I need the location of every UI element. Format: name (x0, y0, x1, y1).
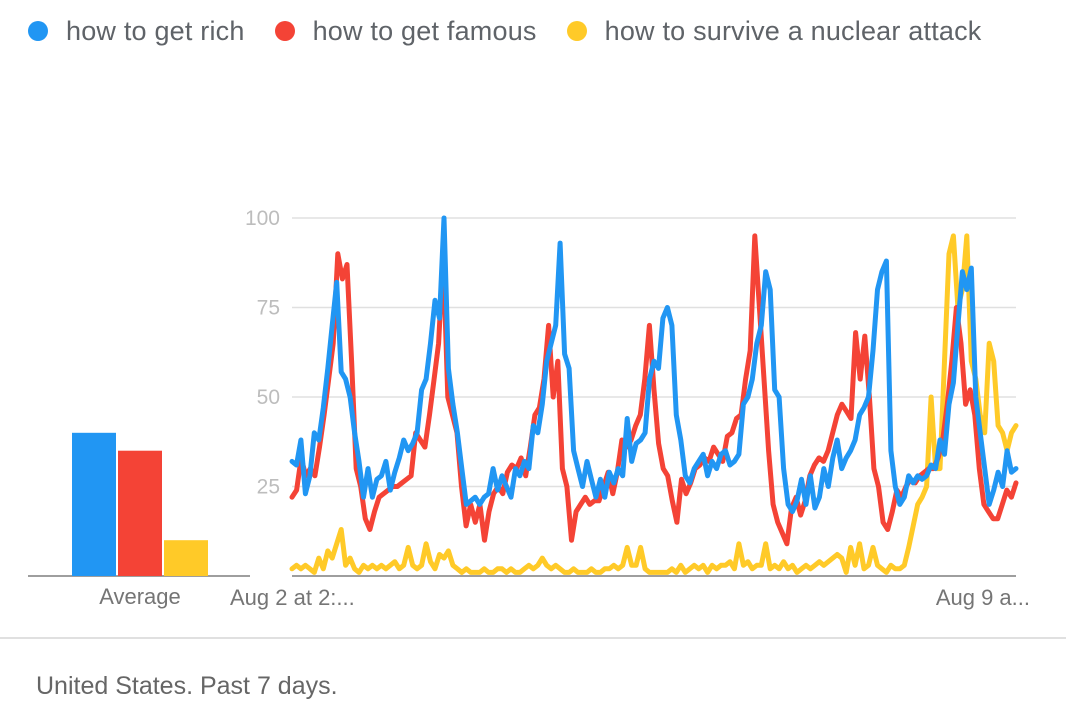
footer-caption: United States. Past 7 days. (36, 672, 338, 700)
series-line-how-to-get-famous (289, 233, 1019, 547)
average-label: Average (99, 584, 181, 609)
x-axis-end-label: Aug 9 a... (936, 585, 1030, 610)
y-tick-label: 25 (257, 476, 280, 499)
x-axis-start-label: Aug 2 at 2:... (230, 585, 355, 610)
axis-labels: 25 50 75 100 Aug 2 at 2:... Aug 9 a... Average (99, 207, 1030, 610)
y-tick-label: 50 (257, 386, 280, 409)
divider (0, 637, 1066, 639)
series-line-how-to-get-rich (289, 215, 1019, 515)
legend-label: how to get rich (66, 15, 245, 46)
chart-legend: how to get rich how to get famous how to… (28, 12, 1012, 50)
legend-label: how to get famous (312, 15, 537, 46)
legend-label: how to survive a nuclear attack (604, 15, 982, 46)
interest-over-time-line-chart (289, 215, 1019, 575)
y-tick-label: 100 (245, 207, 280, 230)
average-bar-chart (28, 432, 250, 577)
legend-item-how-to-survive-a-nuclear-attack[interactable]: how to survive a nuclear attack (566, 15, 982, 47)
legend-dot-icon (274, 21, 295, 41)
legend-dot-icon (28, 21, 48, 41)
legend-item-how-to-get-famous[interactable]: how to get famous (274, 15, 537, 47)
series-line-how-to-survive-a-nuclear-attack (289, 233, 1019, 575)
average-bar-how-to-get-famous[interactable] (118, 450, 162, 576)
legend-dot-icon (566, 21, 587, 41)
legend-item-how-to-get-rich[interactable]: how to get rich (28, 16, 245, 47)
average-bar-how-to-survive-a-nuclear-attack[interactable] (164, 540, 208, 576)
average-bar-how-to-get-rich[interactable] (72, 432, 116, 576)
trends-chart: 25 50 75 100 Aug 2 at 2:... Aug 9 a... Average (28, 207, 1030, 610)
y-tick-label: 75 (257, 297, 280, 320)
